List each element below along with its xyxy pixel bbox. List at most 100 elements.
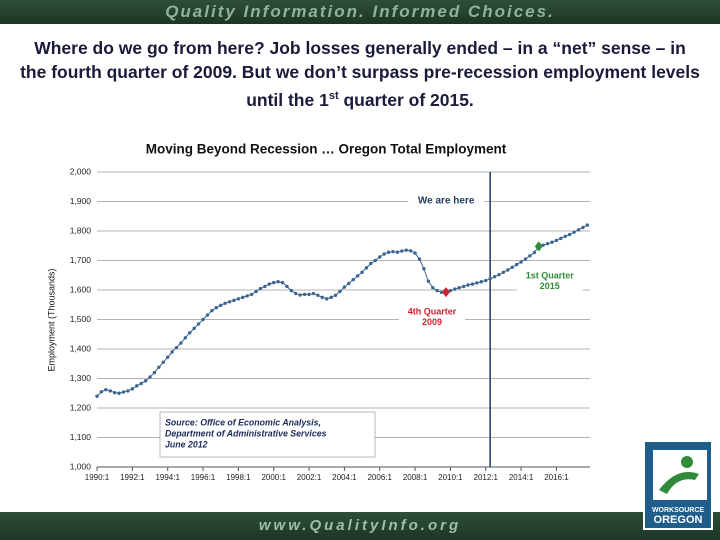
series-point bbox=[435, 288, 439, 293]
series-point bbox=[510, 265, 514, 269]
series-point bbox=[152, 370, 157, 375]
series-point bbox=[338, 289, 342, 294]
y-tick-label: 1,100 bbox=[70, 432, 92, 442]
series-point bbox=[218, 303, 223, 308]
heading-text: Where do we go from here? Job losses gen… bbox=[20, 38, 700, 110]
series-point bbox=[174, 345, 179, 350]
series-point bbox=[395, 250, 400, 254]
series-point bbox=[95, 394, 99, 398]
heading-text: 1 bbox=[319, 89, 329, 110]
series-point bbox=[214, 306, 218, 310]
x-tick-label: 2008:1 bbox=[403, 473, 428, 482]
logo-icon bbox=[653, 450, 707, 500]
y-axis-label: Employment (Thousands) bbox=[46, 268, 56, 371]
series-point bbox=[227, 300, 232, 304]
series-point bbox=[479, 280, 484, 284]
series-point bbox=[404, 248, 408, 252]
series-point bbox=[373, 258, 378, 263]
series-point bbox=[422, 267, 426, 271]
source-text: June 2012 bbox=[165, 439, 208, 449]
series-point bbox=[263, 284, 267, 289]
series-point bbox=[249, 292, 254, 297]
x-tick-label: 2016:1 bbox=[544, 473, 569, 482]
series-point bbox=[364, 266, 369, 270]
highlight-label: 2015 bbox=[540, 281, 560, 291]
series-point bbox=[382, 252, 386, 256]
series-point bbox=[205, 313, 210, 317]
y-tick-label: 1,300 bbox=[70, 373, 92, 383]
series-point bbox=[302, 292, 307, 297]
series-point bbox=[417, 257, 422, 261]
series-point bbox=[400, 249, 404, 253]
series-point bbox=[170, 350, 174, 354]
series-point bbox=[378, 255, 382, 259]
series-point bbox=[108, 389, 112, 393]
footer: www.QualityInfo.org bbox=[0, 512, 720, 540]
series-point bbox=[316, 293, 320, 298]
series-point bbox=[117, 391, 121, 395]
series-point bbox=[453, 287, 457, 291]
series-point bbox=[576, 228, 581, 232]
now-label: We are here bbox=[418, 196, 475, 207]
series-point bbox=[497, 272, 501, 277]
series-point bbox=[545, 241, 550, 246]
series-point bbox=[457, 285, 461, 290]
heading-sup: st bbox=[328, 90, 339, 102]
series-point bbox=[431, 285, 435, 290]
series-point bbox=[188, 331, 192, 335]
x-tick-label: 1996:1 bbox=[191, 473, 216, 482]
series-point bbox=[143, 379, 148, 383]
series-point bbox=[196, 322, 201, 326]
y-tick-label: 1,500 bbox=[70, 314, 92, 324]
y-tick-label: 1,200 bbox=[70, 402, 92, 412]
series-point bbox=[501, 270, 506, 274]
series-point bbox=[470, 282, 475, 286]
series-point bbox=[333, 293, 338, 298]
series-point bbox=[223, 301, 227, 305]
highlight-marker bbox=[441, 287, 450, 298]
series-point bbox=[492, 275, 497, 279]
series-point bbox=[342, 285, 347, 289]
series-point bbox=[585, 223, 590, 227]
heading-text: quarter of 2015. bbox=[338, 89, 474, 110]
series-point bbox=[360, 270, 364, 274]
series-point bbox=[528, 254, 532, 258]
series-point bbox=[245, 294, 249, 298]
series-point bbox=[572, 230, 576, 234]
y-tick-label: 1,800 bbox=[70, 225, 92, 235]
series-point bbox=[391, 249, 395, 254]
source-box bbox=[159, 411, 376, 458]
logo-text: OREGON bbox=[653, 514, 703, 526]
logo-text: WORKSOURCE bbox=[651, 507, 705, 514]
highlight-marker bbox=[534, 241, 543, 252]
series-point bbox=[241, 295, 245, 300]
now-label-bg bbox=[408, 193, 485, 208]
x-tick-label: 2002:1 bbox=[297, 473, 322, 482]
series-point bbox=[347, 281, 351, 286]
series-point bbox=[320, 295, 324, 300]
y-tick-label: 1,000 bbox=[70, 461, 92, 471]
x-tick-label: 1998:1 bbox=[226, 473, 251, 482]
series-point bbox=[559, 236, 563, 241]
series-point bbox=[157, 365, 161, 369]
series-point bbox=[351, 277, 355, 282]
series-point bbox=[532, 250, 537, 255]
series-point bbox=[135, 384, 139, 388]
series-point bbox=[285, 284, 289, 289]
heading: Where do we go from here? Job losses gen… bbox=[20, 36, 700, 112]
series-point bbox=[267, 282, 271, 286]
series-point bbox=[519, 260, 523, 264]
series-point bbox=[236, 297, 241, 301]
banner: Quality Information. Informed Choices. bbox=[0, 0, 720, 24]
series-point bbox=[461, 284, 466, 289]
series-point bbox=[506, 268, 510, 272]
series-point bbox=[466, 283, 470, 287]
series-point bbox=[280, 280, 285, 285]
x-tick-label: 1992:1 bbox=[120, 473, 145, 482]
series-point bbox=[121, 390, 126, 394]
series-point bbox=[272, 280, 276, 285]
series-point bbox=[488, 277, 492, 281]
series-point bbox=[276, 280, 280, 284]
